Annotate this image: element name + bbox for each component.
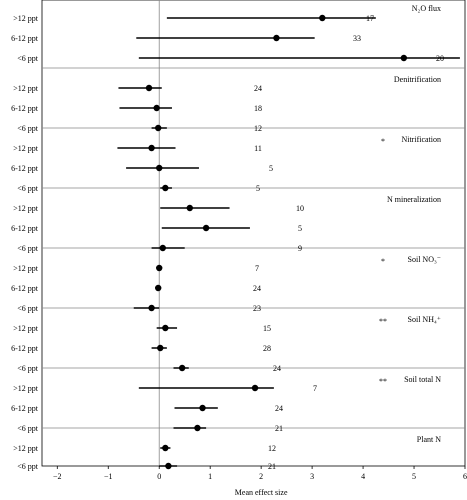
sample-size: 28: [263, 344, 271, 353]
plot-frame: [41, 0, 466, 467]
panel-title: Plant N: [417, 435, 441, 444]
panel-title: Soil NO₃⁻: [408, 255, 441, 264]
effect-point: [159, 244, 166, 252]
x-tick-label: 3: [310, 472, 314, 481]
significance-marker: **: [379, 377, 387, 386]
row-label: <6 ppt: [17, 184, 39, 193]
row-label: 6-12 ppt: [11, 404, 39, 413]
x-tick-label: 5: [412, 472, 416, 481]
sample-size: 21: [275, 424, 283, 433]
effect-point: [154, 284, 162, 292]
x-tick-label: 4: [361, 472, 365, 481]
panel-title: N₂O flux: [412, 4, 441, 13]
panel-title: Soil NH₄⁺: [408, 315, 441, 324]
x-tick-label: −1: [104, 472, 113, 481]
effect-point: [154, 124, 162, 132]
row-label: 6-12 ppt: [11, 164, 39, 173]
row-label: <6 ppt: [17, 364, 39, 373]
effect-point: [319, 14, 326, 22]
x-tick-label: 6: [463, 472, 467, 481]
significance-marker: *: [381, 257, 385, 266]
effect-point: [251, 384, 259, 392]
row-label: >12 ppt: [13, 204, 39, 213]
row-label: >12 ppt: [13, 264, 39, 273]
panel-title: Soil total N: [404, 375, 441, 384]
effect-point: [186, 204, 193, 212]
effect-point: [148, 304, 155, 312]
effect-point: [162, 184, 169, 192]
sample-size: 17: [366, 14, 374, 23]
row-label: 6-12 ppt: [11, 224, 39, 233]
sample-size: 24: [253, 284, 261, 293]
effect-point: [199, 404, 206, 412]
sample-size: 15: [263, 324, 271, 333]
effect-point: [145, 84, 153, 92]
x-tick-label: 2: [259, 472, 263, 481]
effect-point: [178, 364, 186, 372]
sample-size: 5: [256, 184, 260, 193]
row-label: <6 ppt: [17, 124, 39, 133]
sample-size: 7: [255, 264, 259, 273]
panel-title: N mineralization: [387, 195, 441, 204]
effect-point: [202, 224, 210, 232]
row-label: >12 ppt: [13, 324, 39, 333]
panel-separators: [42, 67, 465, 429]
effect-point: [153, 104, 160, 112]
row-label: >12 ppt: [13, 14, 39, 23]
row-label: >12 ppt: [13, 384, 39, 393]
row-label: <6 ppt: [17, 244, 39, 253]
row-label: <6 ppt: [17, 462, 39, 471]
effect-point: [148, 144, 155, 152]
row-label: 6-12 ppt: [11, 34, 39, 43]
sample-size: 21: [268, 462, 276, 471]
sample-size: 12: [254, 124, 262, 133]
sample-size: 11: [254, 144, 262, 153]
row-label: 6-12 ppt: [11, 104, 39, 113]
sample-size: 24: [273, 364, 281, 373]
sample-size: 5: [298, 224, 302, 233]
sample-size: 24: [275, 404, 283, 413]
row-label: >12 ppt: [13, 444, 39, 453]
sample-size: 5: [269, 164, 273, 173]
row-label: <6 ppt: [17, 304, 39, 313]
row-label: >12 ppt: [13, 144, 39, 153]
effect-point: [156, 164, 163, 172]
sample-size: 24: [254, 84, 262, 93]
x-axis-title: Mean effect size: [235, 488, 288, 497]
row-label: 6-12 ppt: [11, 284, 39, 293]
row-label: >12 ppt: [13, 84, 39, 93]
forest-marks: N₂O flux >12 ppt 17 6-12 ppt 33 <6 ppt 20 Denit…: [11, 4, 460, 471]
sample-size: 10: [296, 204, 304, 213]
sample-size: 9: [298, 244, 302, 253]
sample-size: 20: [436, 54, 444, 63]
sample-size: 12: [268, 444, 276, 453]
significance-marker: *: [381, 137, 385, 146]
effect-point: [156, 264, 163, 272]
sample-size: 23: [253, 304, 261, 313]
effect-point: [273, 34, 280, 42]
effect-point: [162, 444, 169, 452]
effect-point: [400, 54, 408, 62]
panel-title: Denitrification: [394, 75, 441, 84]
effect-point: [157, 344, 164, 352]
sample-size: 33: [353, 34, 361, 43]
row-label: <6 ppt: [17, 54, 39, 63]
x-tick-label: −2: [53, 472, 62, 481]
row-label: <6 ppt: [17, 424, 39, 433]
panel-title: Nitrification: [401, 135, 441, 144]
sample-size: 18: [254, 104, 262, 113]
x-tick-label: 1: [208, 472, 212, 481]
effect-point: [194, 424, 201, 432]
row-label: 6-12 ppt: [11, 344, 39, 353]
effect-point: [165, 462, 172, 470]
effect-point: [162, 324, 169, 332]
x-tick-label: 0: [157, 472, 161, 481]
x-axis: −2 −1 0 1 2 3 4 5 6: [53, 466, 467, 481]
sample-size: 7: [313, 384, 317, 393]
significance-marker: **: [379, 317, 387, 326]
